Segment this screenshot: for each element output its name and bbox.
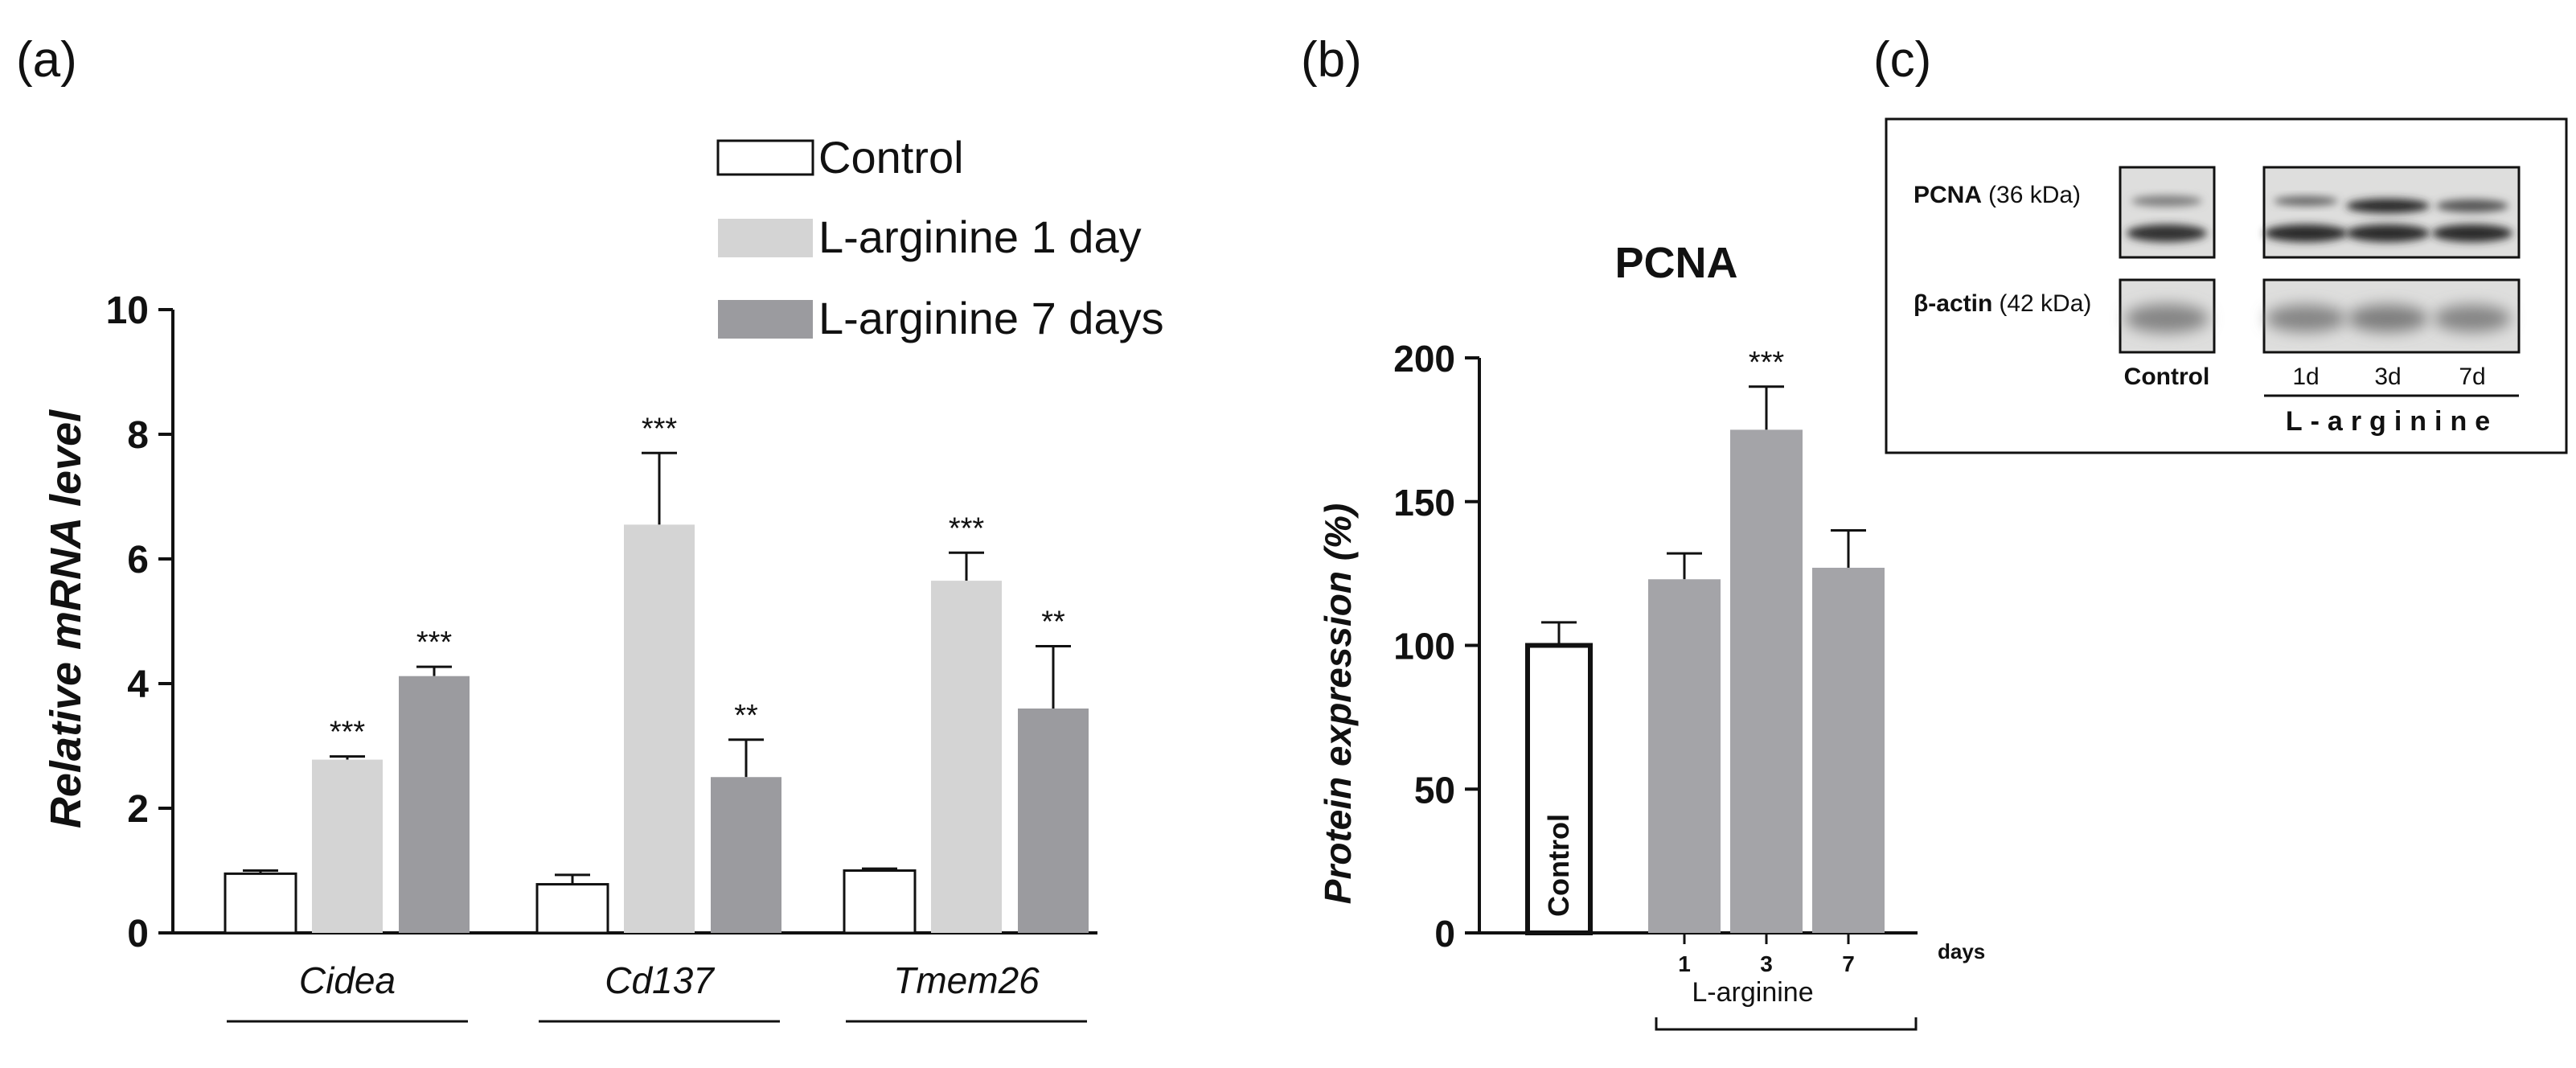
legend-item-control: Control [716, 132, 964, 183]
chart-b-bar [1812, 567, 1885, 933]
chart-a-bar [312, 759, 383, 933]
chart-a-y-tick-label: 6 [127, 539, 149, 581]
chart-a-y-tick-label: 10 [106, 290, 149, 332]
chart-a-bar [399, 676, 470, 933]
chart-a-y-tick-label: 2 [127, 788, 149, 831]
chart-b-significance: *** [1749, 346, 1785, 380]
western-blot: PCNA (36 kDa) β-actin (42 kDa) [1885, 117, 2568, 454]
chart-a-category-label: Cd137 [605, 959, 715, 1001]
legend-label-7-days: L-arginine 7 days [818, 293, 1164, 343]
chart-a-y-tick-label: 8 [127, 414, 149, 457]
chart-b-bar-inner-label: Control [1542, 814, 1575, 917]
chart-a-significance: *** [416, 626, 453, 659]
chart-a-significance: *** [642, 412, 678, 446]
blot-strip-pcna-control [2119, 166, 2216, 259]
chart-b-y-axis-label: Protein expression (%) [1317, 503, 1359, 904]
blot-label-actin: β-actin (42 kDa) [1914, 290, 2091, 317]
chart-b: PCNA Protein expression (%) days L-argin… [1317, 239, 1985, 1031]
chart-a-category-label: Cidea [299, 959, 396, 1001]
blot-lane-7d: 7d [2459, 364, 2485, 390]
legend-item-7-days: L-arginine 7 days [718, 293, 1164, 343]
chart-b-y-tick-label: 150 [1393, 482, 1455, 524]
legend-item-1-day: L-arginine 1 day [718, 212, 1142, 262]
chart-a-category-label: Tmem26 [893, 959, 1040, 1001]
blot-group-label: L-arginine [2286, 406, 2498, 437]
chart-a-bar [1018, 709, 1089, 933]
chart-a-y-tick-label: 4 [127, 663, 149, 706]
chart-b-y-tick-label: 0 [1434, 913, 1455, 955]
chart-a-bar [711, 777, 781, 933]
chart-a-significance: ** [1041, 606, 1065, 639]
chart-b-x-tick-label: 7 [1842, 951, 1855, 976]
chart-b-bar [1525, 643, 1593, 935]
blot-lane-3d: 3d [2374, 364, 2401, 390]
chart-b-y-tick-label: 200 [1393, 338, 1455, 380]
chart-a-y-tick-label: 0 [127, 913, 149, 955]
legend-label-1-day: L-arginine 1 day [818, 212, 1142, 262]
chart-b-x-tick-label: 1 [1678, 951, 1691, 976]
blot-strip-pcna-arginine [2262, 166, 2521, 259]
chart-a-bar [843, 869, 917, 934]
chart-a-bar [931, 581, 1002, 933]
chart-a-y-axis-label: Relative mRNA level [42, 409, 90, 828]
legend-swatch-control [716, 139, 814, 176]
chart-b-title: PCNA [1614, 239, 1737, 287]
legend-label-control: Control [818, 132, 964, 183]
panel-label-c: (c) [1873, 32, 1931, 88]
chart-a: Relative mRNA level 0 2 4 6 8 10 *** *** Cidea **… [42, 290, 1097, 1023]
blot-strip-actin-arginine [2262, 278, 2521, 354]
blot-lane-1d: 1d [2292, 364, 2319, 390]
chart-b-x-unit: days [1938, 939, 1985, 963]
chart-b-x-tick-label: 3 [1760, 951, 1773, 976]
chart-a-bar [224, 872, 297, 934]
blot-label-pcna: PCNA (36 kDa) [1914, 182, 2081, 208]
chart-b-group-bracket [1655, 1017, 1918, 1031]
legend: Control L-arginine 1 day L-arginine 7 da… [716, 132, 1164, 343]
chart-b-x-axis-label: L-arginine [1692, 977, 1813, 1008]
chart-a-bar [624, 524, 695, 933]
panel-label-a: (a) [16, 32, 77, 88]
chart-a-significance: *** [330, 716, 366, 750]
legend-swatch-7-days [718, 300, 813, 339]
chart-b-bar [1648, 579, 1721, 933]
chart-b-y-tick-label: 50 [1414, 769, 1455, 811]
panel-label-b: (b) [1301, 32, 1362, 88]
blot-label-pcna-kda: (36 kDa) [1988, 182, 2081, 208]
chart-a-significance: ** [734, 699, 758, 733]
legend-swatch-1-day [718, 219, 813, 257]
chart-b-bar [1730, 429, 1803, 933]
blot-label-actin-name: β-actin [1914, 290, 1992, 317]
blot-control-label: Control [2124, 364, 2210, 390]
blot-strip-actin-control [2119, 278, 2216, 354]
blot-label-actin-kda: (42 kDa) [1999, 290, 2091, 317]
blot-label-pcna-name: PCNA [1914, 182, 1982, 208]
chart-a-significance: *** [949, 511, 985, 545]
chart-a-bar [535, 883, 609, 934]
chart-b-y-tick-label: 100 [1393, 626, 1455, 668]
